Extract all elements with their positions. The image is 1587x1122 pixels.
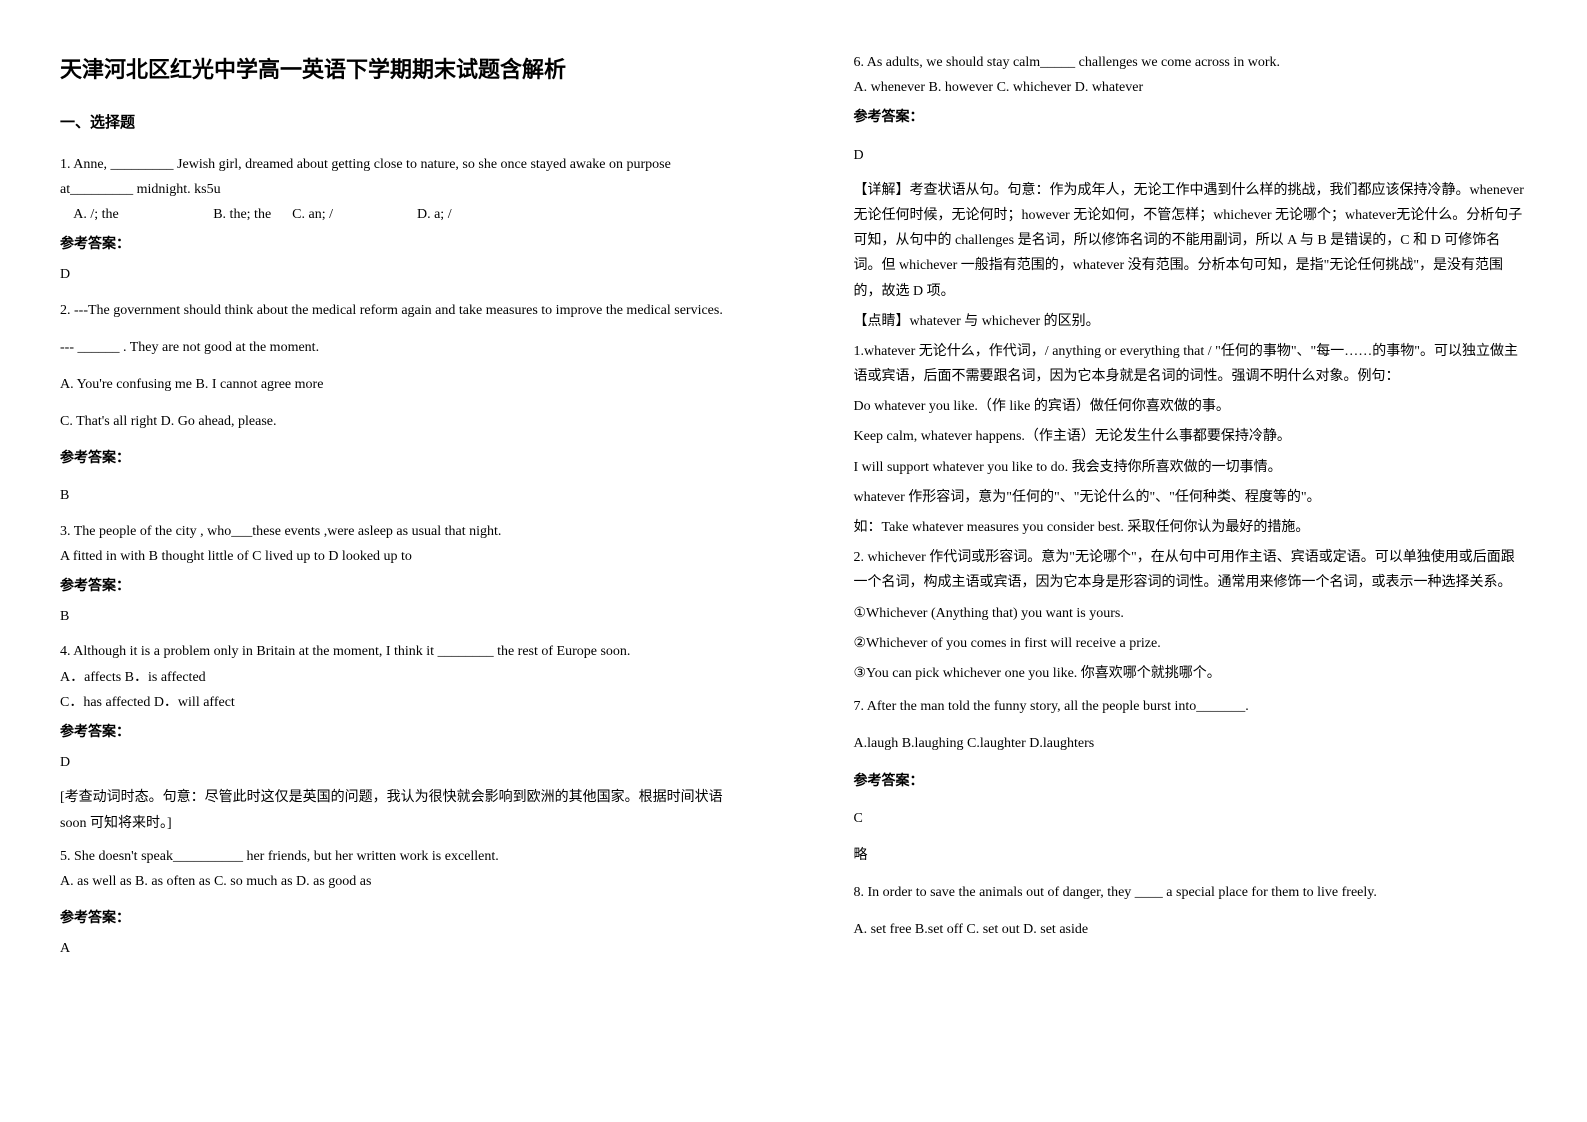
q7-note: 略 (854, 843, 1528, 868)
q6-p1d: whatever 作形容词，意为"任何的"、"无论什么的"、"任何种类、程度等的… (854, 485, 1528, 510)
right-column: 6. As adults, we should stay calm_____ c… (794, 0, 1587, 1122)
q1-text: 1. Anne, _________ Jewish girl, dreamed … (60, 152, 734, 202)
q6-explain1: 【详解】考查状语从句。句意：作为成年人，无论工作中遇到什么样的挑战，我们都应该保… (854, 178, 1528, 304)
q3-answer: B (60, 604, 734, 629)
q6-answer: D (854, 143, 1528, 168)
q2-answer: B (60, 483, 734, 508)
q2-optC: C. That's all right D. Go ahead, please. (60, 409, 734, 434)
q5-answer: A (60, 936, 734, 961)
q6-p1e: 如：Take whatever measures you consider be… (854, 515, 1528, 540)
q2-text: 2. ---The government should think about … (60, 298, 734, 323)
q5-options: A. as well as B. as often as C. so much … (60, 869, 734, 894)
q6-p2a: ①Whichever (Anything that) you want is y… (854, 601, 1528, 626)
q2-answer-label: 参考答案： (60, 446, 734, 471)
exam-title: 天津河北区红光中学高一英语下学期期末试题含解析 (60, 50, 734, 90)
q3-options: A fitted in with B thought little of C l… (60, 544, 734, 569)
q7-answer-label: 参考答案： (854, 769, 1528, 794)
q6-text: 6. As adults, we should stay calm_____ c… (854, 50, 1528, 75)
q4-answer-label: 参考答案： (60, 720, 734, 745)
q6-p2c: ③You can pick whichever one you like. 你喜… (854, 661, 1528, 686)
q5-text: 5. She doesn't speak__________ her frien… (60, 844, 734, 869)
q3-answer-label: 参考答案： (60, 574, 734, 599)
q8-text: 8. In order to save the animals out of d… (854, 880, 1528, 905)
q6-p2: 2. whichever 作代词或形容词。意为"无论哪个"，在从句中可用作主语、… (854, 545, 1528, 595)
q4-optA: A．affects B．is affected (60, 665, 734, 690)
q6-p1a: Do whatever you like.（作 like 的宾语）做任何你喜欢做… (854, 394, 1528, 419)
q1-answer-label: 参考答案： (60, 232, 734, 257)
q4-explain: [考查动词时态。句意：尽管此时这仅是英国的问题，我认为很快就会影响到欧洲的其他国… (60, 785, 734, 835)
question-7: 7. After the man told the funny story, a… (854, 694, 1528, 868)
q7-text: 7. After the man told the funny story, a… (854, 694, 1528, 719)
q3-text: 3. The people of the city , who___these … (60, 519, 734, 544)
q8-options: A. set free B.set off C. set out D. set … (854, 917, 1528, 942)
q1-options: A. /; the B. the; the C. an; / D. a; / (60, 202, 734, 227)
q4-answer: D (60, 750, 734, 775)
q7-options: A.laugh B.laughing C.laughter D.laughter… (854, 731, 1528, 756)
q7-answer: C (854, 806, 1528, 831)
q6-p1: 1.whatever 无论什么，作代词，/ anything or everyt… (854, 339, 1528, 389)
section-header: 一、选择题 (60, 110, 734, 137)
q6-tip: 【点睛】whatever 与 whichever 的区别。 (854, 309, 1528, 334)
question-4: 4. Although it is a problem only in Brit… (60, 639, 734, 835)
question-5: 5. She doesn't speak__________ her frien… (60, 844, 734, 962)
q6-p1b: Keep calm, whatever happens.（作主语）无论发生什么事… (854, 424, 1528, 449)
question-6: 6. As adults, we should stay calm_____ c… (854, 50, 1528, 686)
q6-answer-label: 参考答案： (854, 105, 1528, 130)
q2-optA: A. You're confusing me B. I cannot agree… (60, 372, 734, 397)
q1-answer: D (60, 262, 734, 287)
left-column: 天津河北区红光中学高一英语下学期期末试题含解析 一、选择题 1. Anne, _… (0, 0, 794, 1122)
q6-p2b: ②Whichever of you comes in first will re… (854, 631, 1528, 656)
question-3: 3. The people of the city , who___these … (60, 519, 734, 630)
q2-line2: --- ______ . They are not good at the mo… (60, 335, 734, 360)
q6-p1c: I will support whatever you like to do. … (854, 455, 1528, 480)
q5-answer-label: 参考答案： (60, 906, 734, 931)
q4-text: 4. Although it is a problem only in Brit… (60, 639, 734, 664)
q6-options: A. whenever B. however C. whichever D. w… (854, 75, 1528, 100)
question-1: 1. Anne, _________ Jewish girl, dreamed … (60, 152, 734, 288)
question-2: 2. ---The government should think about … (60, 298, 734, 509)
q4-optC: C．has affected D．will affect (60, 690, 734, 715)
question-8: 8. In order to save the animals out of d… (854, 880, 1528, 942)
